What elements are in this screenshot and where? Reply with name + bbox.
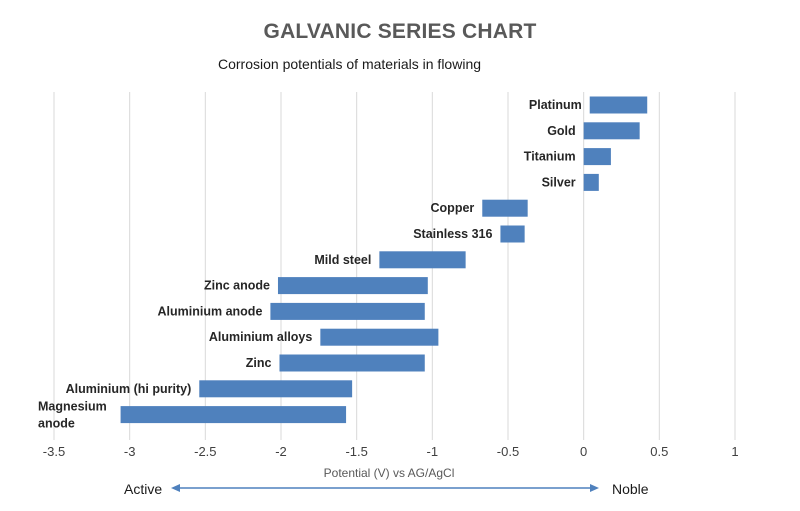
active-label: Active <box>124 481 163 497</box>
bar <box>583 148 611 166</box>
bar <box>320 328 439 346</box>
category-labels: Platinum Gold Titanium Silver Copper Stainles… <box>38 98 582 431</box>
chart-title: GALVANIC SERIES CHART <box>263 20 537 43</box>
x-tick-label: -1 <box>427 444 439 459</box>
category-label: Aluminium anode <box>158 304 263 318</box>
bar-series <box>120 96 648 424</box>
category-label: Zinc <box>246 356 272 370</box>
x-tick-labels: -3.5 -3 -2.5 -2 -1.5 -1 -0.5 0 0.5 1 <box>43 444 739 459</box>
bar <box>482 199 528 217</box>
category-label: Silver <box>542 175 576 189</box>
x-axis-label: Potential (V) vs AG/AgCl <box>323 466 455 480</box>
category-label: Stainless 316 <box>413 227 492 241</box>
category-label: Gold <box>547 124 575 138</box>
x-tick-label: -1.5 <box>345 444 367 459</box>
noble-label: Noble <box>612 481 649 497</box>
x-tick-label: -0.5 <box>497 444 519 459</box>
bar <box>500 225 525 243</box>
bar <box>589 96 648 114</box>
chart-subtitle: Corrosion potentials of materials in flo… <box>218 56 482 72</box>
category-label: Zinc anode <box>204 279 270 293</box>
x-tick-label: 0.5 <box>650 444 668 459</box>
x-tick-label: -2.5 <box>194 444 216 459</box>
x-tick-label: -3 <box>124 444 136 459</box>
bar <box>270 302 425 320</box>
bar <box>277 277 428 295</box>
category-label: Mild steel <box>314 253 371 267</box>
x-tick-label: -3.5 <box>43 444 65 459</box>
active-noble-arrow <box>171 484 599 492</box>
x-tick-label: 0 <box>580 444 587 459</box>
category-label: Aluminium alloys <box>209 330 313 344</box>
category-label: Titanium <box>524 150 576 164</box>
category-label: Aluminium (hi purity) <box>66 382 192 396</box>
category-label: Platinum <box>529 98 582 112</box>
bar <box>120 406 347 424</box>
x-tick-label: -2 <box>275 444 287 459</box>
category-label-line: anode <box>38 417 75 431</box>
bar <box>583 173 599 191</box>
category-label: Magnesium anode <box>38 400 107 431</box>
x-tick-label: 1 <box>731 444 738 459</box>
category-label-line: Magnesium <box>38 400 107 414</box>
category-label: Copper <box>431 201 475 215</box>
bar <box>583 122 640 140</box>
bar <box>379 251 466 269</box>
bar <box>279 354 425 372</box>
bar <box>199 380 353 398</box>
